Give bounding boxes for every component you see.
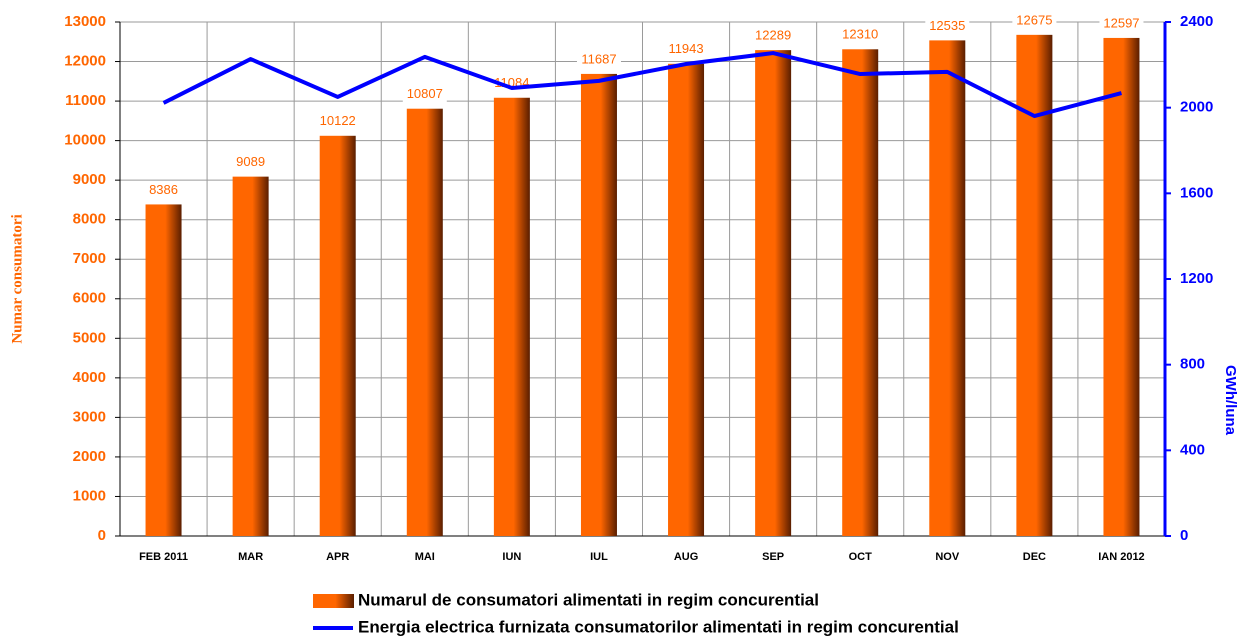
value-label-bg bbox=[751, 28, 796, 45]
x-tick-label: IUN bbox=[502, 551, 521, 563]
value-label: 10807 bbox=[407, 86, 443, 101]
x-tick-label: NOV bbox=[935, 551, 960, 563]
x-tick-label: AUG bbox=[674, 551, 698, 563]
value-label: 12310 bbox=[842, 27, 878, 42]
x-tick-label: IUL bbox=[590, 551, 608, 563]
y-tick-label: 2000 bbox=[73, 448, 106, 465]
bar bbox=[145, 204, 182, 536]
y2-tick-label: 0 bbox=[1180, 527, 1188, 544]
value-label: 12675 bbox=[1016, 12, 1052, 27]
value-label: 8386 bbox=[149, 182, 178, 197]
bar bbox=[755, 50, 792, 536]
value-label: 12597 bbox=[1103, 15, 1139, 30]
bar bbox=[493, 97, 530, 537]
y-tick-label: 7000 bbox=[73, 250, 106, 267]
value-label-bg bbox=[576, 51, 621, 68]
y-tick-label: 9000 bbox=[73, 171, 106, 188]
value-label: 11943 bbox=[668, 41, 703, 56]
x-tick-label: OCT bbox=[849, 551, 873, 563]
value-label-bg bbox=[402, 86, 447, 103]
bar bbox=[1103, 37, 1140, 537]
bar bbox=[842, 49, 879, 536]
legend-label: Numarul de consumatori alimentati in reg… bbox=[358, 590, 819, 609]
bar bbox=[319, 135, 356, 536]
legend-swatch bbox=[313, 594, 354, 608]
x-tick-label: SEP bbox=[762, 551, 784, 563]
value-label-bg bbox=[1099, 15, 1144, 32]
bar bbox=[668, 63, 705, 537]
y-axis-title: Numar consumatori bbox=[9, 214, 25, 343]
value-label: 10122 bbox=[320, 113, 356, 128]
y2-tick-label: 800 bbox=[1180, 356, 1205, 373]
x-tick-label: DEC bbox=[1023, 551, 1046, 563]
value-label-bg bbox=[925, 18, 970, 35]
x-tick-label: APR bbox=[326, 551, 349, 563]
y2-tick-label: 1600 bbox=[1180, 184, 1213, 201]
bar bbox=[232, 176, 269, 536]
value-label: 12289 bbox=[755, 28, 791, 43]
value-label-bg bbox=[315, 113, 360, 130]
x-tick-label: MAI bbox=[415, 551, 435, 563]
x-tick-label: IAN 2012 bbox=[1098, 551, 1144, 563]
value-label-bg bbox=[141, 182, 186, 199]
value-label-bg bbox=[664, 41, 709, 58]
y-tick-label: 1000 bbox=[73, 487, 106, 504]
y-tick-label: 3000 bbox=[73, 408, 106, 425]
y2-tick-label: 1200 bbox=[1180, 270, 1213, 287]
x-tick-label: MAR bbox=[238, 551, 263, 563]
value-label-bg bbox=[1012, 12, 1057, 29]
y-tick-label: 4000 bbox=[73, 369, 106, 386]
value-label: 12535 bbox=[929, 18, 965, 33]
y-tick-label: 13000 bbox=[64, 13, 106, 30]
legend-label: Energia electrica furnizata consumatoril… bbox=[358, 617, 959, 636]
y-tick-label: 8000 bbox=[73, 211, 106, 228]
value-label-bg bbox=[228, 154, 273, 171]
y-tick-label: 6000 bbox=[73, 290, 106, 307]
y-tick-label: 5000 bbox=[73, 329, 106, 346]
value-label: 9089 bbox=[236, 154, 265, 169]
y2-tick-label: 2400 bbox=[1180, 13, 1213, 30]
y-tick-label: 0 bbox=[98, 527, 106, 544]
bar bbox=[929, 40, 966, 537]
y-tick-label: 10000 bbox=[64, 132, 106, 149]
bar bbox=[406, 108, 443, 536]
line bbox=[162, 51, 1122, 119]
y-tick-label: 12000 bbox=[64, 53, 106, 70]
y2-axis-title: GWh/luna bbox=[1222, 365, 1239, 436]
y2-tick-label: 2000 bbox=[1180, 99, 1213, 116]
y2-tick-label: 400 bbox=[1180, 441, 1205, 458]
x-tick-label: FEB 2011 bbox=[139, 551, 188, 563]
y-tick-label: 11000 bbox=[65, 92, 106, 109]
value-label: 11687 bbox=[581, 51, 616, 66]
bar bbox=[580, 73, 617, 536]
bar bbox=[1016, 34, 1053, 536]
value-label-bg bbox=[838, 27, 883, 44]
